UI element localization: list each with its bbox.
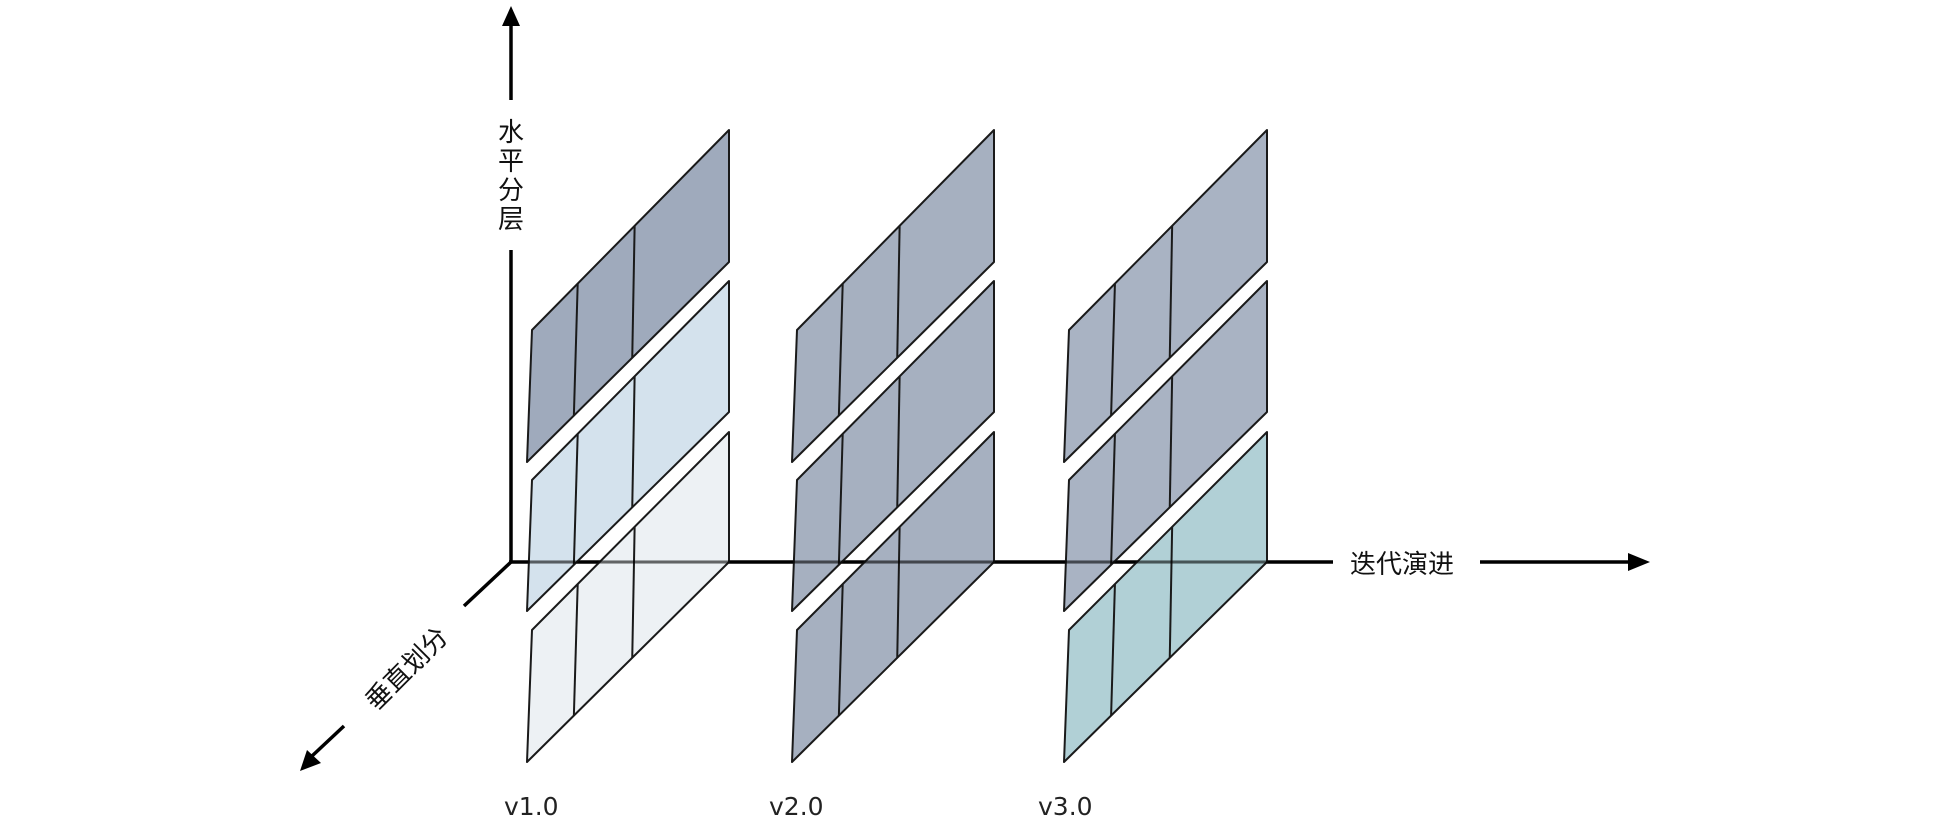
panel-v1-layer-1-divider-1 bbox=[572, 283, 579, 416]
panel-v1-layer-3-divider-2 bbox=[631, 526, 636, 658]
panel-v2-layer-2 bbox=[791, 280, 995, 612]
panel-v3-layer-2-divider-1 bbox=[1110, 433, 1116, 565]
panel-v1-layer-2-divider-2 bbox=[631, 376, 636, 508]
panel-v3-layer-1 bbox=[1063, 129, 1268, 463]
depth-axis-line-lower bbox=[310, 724, 346, 758]
vertical-axis-arrow-icon bbox=[502, 6, 520, 26]
panel-v1-layer-1 bbox=[526, 129, 730, 463]
panel-v1-layer-2-divider-1 bbox=[572, 433, 579, 565]
panel-v1-layer-1-divider-2 bbox=[631, 225, 636, 358]
vertical-axis: 水 平 分 层 bbox=[498, 6, 524, 563]
depth-axis-arrow-icon bbox=[300, 750, 321, 771]
depth-axis: 垂直划分 bbox=[300, 560, 513, 771]
panel-v2-layer-1 bbox=[791, 129, 995, 463]
depth-axis-label: 垂直划分 bbox=[360, 622, 455, 717]
panel-v2-layer-2-divider-1 bbox=[837, 433, 844, 565]
panel-v2-layer-1-divider-1 bbox=[837, 283, 844, 416]
panel-v3-layer-3-divider-1 bbox=[1110, 584, 1116, 716]
panel-v3-layer-2 bbox=[1063, 280, 1268, 612]
panel-v3-layer-3-divider-2 bbox=[1168, 526, 1174, 658]
panel-v2-layer-3-divider-2 bbox=[896, 526, 901, 658]
panel-v1-layer-2 bbox=[526, 280, 730, 612]
version-label-v1: v1.0 bbox=[504, 792, 559, 821]
vertical-axis-label-char-1: 水 bbox=[498, 118, 524, 148]
version-panels bbox=[509, 129, 1333, 763]
panel-v3-layer-1-divider-1 bbox=[1110, 283, 1116, 416]
horizontal-axis-arrow-icon bbox=[1628, 553, 1650, 571]
horizontal-axis-label: 迭代演进 bbox=[1350, 550, 1454, 580]
panel-v2-layer-2-divider-2 bbox=[896, 376, 901, 508]
vertical-axis-label-char-2: 平 bbox=[498, 147, 524, 177]
panel-v1-layer-3-divider-1 bbox=[572, 584, 579, 716]
vertical-axis-label-char-4: 层 bbox=[498, 205, 524, 235]
version-label-v2: v2.0 bbox=[769, 792, 824, 821]
vertical-axis-label-char-3: 分 bbox=[498, 176, 524, 206]
depth-axis-line-upper bbox=[462, 560, 513, 608]
panel-v2-layer-3-divider-1 bbox=[837, 584, 844, 716]
panel-v2-layer-1-divider-2 bbox=[896, 225, 901, 358]
panel-v3-layer-1-divider-2 bbox=[1168, 225, 1174, 358]
version-label-v3: v3.0 bbox=[1038, 792, 1093, 821]
panel-v3-layer-2-divider-2 bbox=[1168, 376, 1174, 508]
